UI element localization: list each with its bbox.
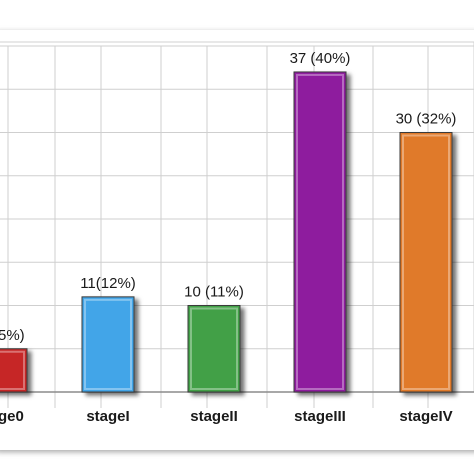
category-label: stageIV	[399, 408, 452, 425]
data-label: 10 (11%)	[184, 284, 244, 301]
category-label: stageIII	[294, 408, 346, 425]
data-labels: 5%) 11(12%) 10 (11%) 37 (40%) 30 (32%)	[0, 50, 456, 344]
bar-stageIII	[293, 71, 347, 393]
bar-stageII	[187, 305, 241, 393]
bar-bevel	[296, 73, 344, 390]
data-label: 11(12%)	[80, 275, 136, 292]
bar-bevel	[84, 298, 132, 391]
bar-bevel	[402, 134, 450, 390]
category-label: ge0	[0, 408, 24, 425]
bars	[0, 71, 453, 393]
bar-stage0	[0, 348, 28, 393]
bar-stageIV	[399, 132, 453, 393]
category-label: stageI	[86, 408, 129, 425]
category-labels: ge0 stageI stageII stageIII stageIV	[0, 408, 453, 425]
category-label: stageII	[190, 408, 238, 425]
bar-bevel	[190, 307, 238, 390]
data-label: 5%)	[0, 327, 25, 344]
data-label: 37 (40%)	[290, 50, 351, 67]
data-label: 30 (32%)	[396, 111, 457, 128]
bar-stageI	[81, 296, 135, 393]
bar-bevel	[0, 350, 25, 390]
